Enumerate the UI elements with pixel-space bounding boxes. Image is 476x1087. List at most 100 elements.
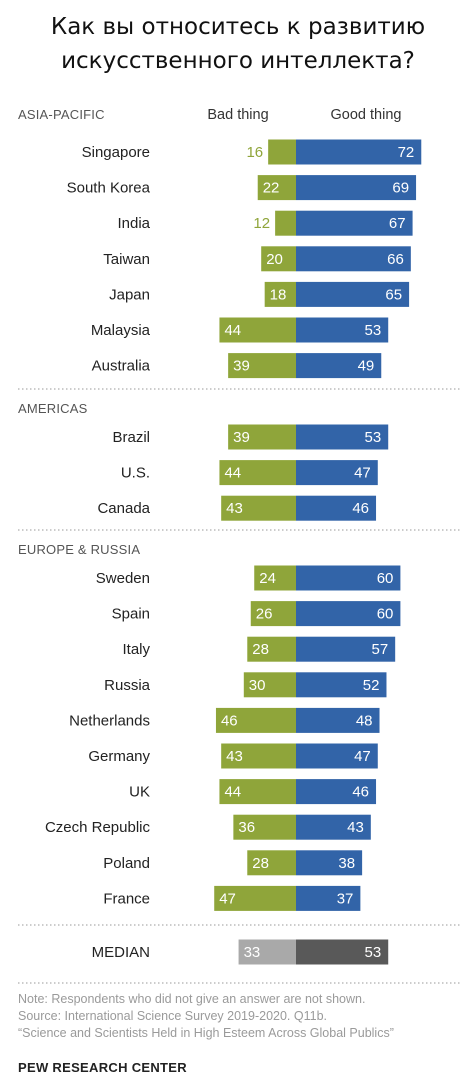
row-germany-bad-bar bbox=[221, 743, 296, 769]
row-malaysia-good-value: 53 bbox=[365, 322, 382, 339]
median-bad-value: 33 bbox=[244, 944, 261, 961]
row-italy-label: Italy bbox=[122, 641, 150, 658]
row-spain-good-value: 60 bbox=[377, 606, 394, 623]
row-russia-bad-bar bbox=[243, 672, 296, 698]
row-russia-good-value: 52 bbox=[363, 677, 380, 694]
row-italy-good-value: 57 bbox=[371, 641, 388, 658]
row-czech-republic-bad-value: 36 bbox=[238, 819, 255, 836]
column-header-good: Good thing bbox=[331, 107, 402, 123]
row-canada-bad-value: 43 bbox=[226, 500, 243, 517]
row-france-good-value: 37 bbox=[337, 890, 354, 907]
row-netherlands-good-value: 48 bbox=[356, 712, 373, 729]
row-france-label: France bbox=[103, 890, 150, 907]
row-india-good-bar bbox=[296, 210, 413, 236]
row-czech-republic-bad-bar bbox=[233, 814, 296, 840]
row-australia-bad-value: 39 bbox=[233, 358, 250, 375]
row-malaysia-good-bar bbox=[296, 317, 389, 343]
row-malaysia-bad-value: 44 bbox=[224, 322, 241, 339]
row-australia-label: Australia bbox=[92, 358, 151, 375]
row-brazil-label: Brazil bbox=[112, 429, 150, 446]
row-japan-label: Japan bbox=[109, 286, 150, 303]
row-poland-label: Poland bbox=[103, 855, 150, 872]
row-japan-good-bar bbox=[296, 281, 410, 307]
row-u-s--bad-value: 44 bbox=[224, 465, 241, 482]
row-uk-good-value: 46 bbox=[352, 784, 369, 801]
column-header-bad: Bad thing bbox=[207, 107, 268, 123]
row-czech-republic-good-value: 43 bbox=[347, 819, 364, 836]
row-singapore-good-value: 72 bbox=[398, 144, 415, 161]
row-czech-republic-good-bar bbox=[296, 814, 371, 840]
row-italy-bad-value: 28 bbox=[252, 641, 269, 658]
row-netherlands-good-bar bbox=[296, 707, 380, 733]
row-brazil-bad-value: 39 bbox=[233, 429, 250, 446]
row-india-good-value: 67 bbox=[389, 215, 406, 232]
group-header-2: EUROPE & RUSSIA bbox=[18, 542, 140, 557]
row-australia-good-bar bbox=[296, 353, 382, 379]
row-singapore-bad-value: 16 bbox=[246, 144, 263, 161]
row-brazil-good-bar bbox=[296, 424, 389, 450]
median-bad-bar bbox=[238, 939, 296, 965]
row-uk-good-bar bbox=[296, 779, 377, 805]
row-malaysia-bad-bar bbox=[219, 317, 296, 343]
row-sweden-bad-value: 24 bbox=[259, 570, 276, 587]
row-germany-bad-value: 43 bbox=[226, 748, 243, 765]
title-line-1: Как вы относитесь к развитию bbox=[50, 14, 426, 40]
row-taiwan-good-bar bbox=[296, 246, 411, 272]
note-line-3: “Science and Scientists Held in High Est… bbox=[18, 1026, 394, 1040]
row-singapore-good-bar bbox=[296, 139, 422, 165]
row-south-korea-bad-bar bbox=[257, 175, 296, 201]
row-italy-bad-bar bbox=[247, 636, 296, 662]
median-label: MEDIAN bbox=[92, 944, 150, 961]
row-russia-good-bar bbox=[296, 672, 387, 698]
row-australia-bad-bar bbox=[228, 353, 296, 379]
row-france-good-bar bbox=[296, 885, 361, 911]
row-canada-bad-bar bbox=[221, 495, 296, 521]
row-australia-good-value: 49 bbox=[358, 358, 375, 375]
row-canada-label: Canada bbox=[97, 500, 150, 517]
row-south-korea-good-value: 69 bbox=[392, 180, 409, 197]
row-netherlands-bad-bar bbox=[215, 707, 296, 733]
row-south-korea-bad-value: 22 bbox=[263, 180, 280, 197]
row-japan-bad-bar bbox=[264, 281, 296, 307]
median-good-value: 53 bbox=[365, 944, 382, 961]
row-canada-good-value: 46 bbox=[352, 500, 369, 517]
row-uk-bad-bar bbox=[219, 779, 296, 805]
row-germany-good-value: 47 bbox=[354, 748, 371, 765]
row-france-bad-value: 47 bbox=[219, 890, 236, 907]
row-japan-good-value: 65 bbox=[385, 286, 402, 303]
row-czech-republic-label: Czech Republic bbox=[45, 819, 151, 836]
row-france-bad-bar bbox=[214, 885, 296, 911]
row-uk-bad-value: 44 bbox=[224, 784, 241, 801]
title-line-2: искусственного интеллекта? bbox=[61, 48, 415, 74]
row-spain-bad-bar bbox=[250, 601, 296, 627]
row-spain-good-bar bbox=[296, 601, 401, 627]
row-sweden-label: Sweden bbox=[96, 570, 150, 587]
row-u-s--good-bar bbox=[296, 460, 378, 486]
row-brazil-bad-bar bbox=[228, 424, 296, 450]
row-netherlands-label: Netherlands bbox=[69, 712, 150, 729]
row-spain-label: Spain bbox=[112, 606, 150, 623]
row-sweden-good-value: 60 bbox=[377, 570, 394, 587]
row-brazil-good-value: 53 bbox=[365, 429, 382, 446]
row-taiwan-bad-value: 20 bbox=[266, 251, 283, 268]
row-russia-label: Russia bbox=[104, 677, 151, 694]
row-malaysia-label: Malaysia bbox=[91, 322, 151, 339]
group-header-1: AMERICAS bbox=[18, 401, 88, 416]
row-india-bad-bar bbox=[275, 210, 296, 236]
row-germany-label: Germany bbox=[88, 748, 150, 765]
row-taiwan-bad-bar bbox=[261, 246, 296, 272]
diverging-bar-chart: Bad thing Good thing ASIA-PACIFIC Singapore… bbox=[18, 107, 460, 984]
row-taiwan-label: Taiwan bbox=[103, 251, 150, 268]
note-line-2: Source: International Science Survey 201… bbox=[18, 1009, 327, 1023]
row-italy-good-bar bbox=[296, 636, 396, 662]
row-sweden-good-bar bbox=[296, 565, 401, 591]
row-poland-bad-bar bbox=[247, 850, 296, 876]
row-poland-bad-value: 28 bbox=[252, 855, 269, 872]
row-india-bad-value: 12 bbox=[253, 215, 270, 232]
row-russia-bad-value: 30 bbox=[249, 677, 266, 694]
row-spain-bad-value: 26 bbox=[256, 606, 273, 623]
row-u-s--bad-bar bbox=[219, 460, 296, 486]
row-poland-good-bar bbox=[296, 850, 363, 876]
row-taiwan-good-value: 66 bbox=[387, 251, 404, 268]
row-singapore-label: Singapore bbox=[82, 144, 150, 161]
